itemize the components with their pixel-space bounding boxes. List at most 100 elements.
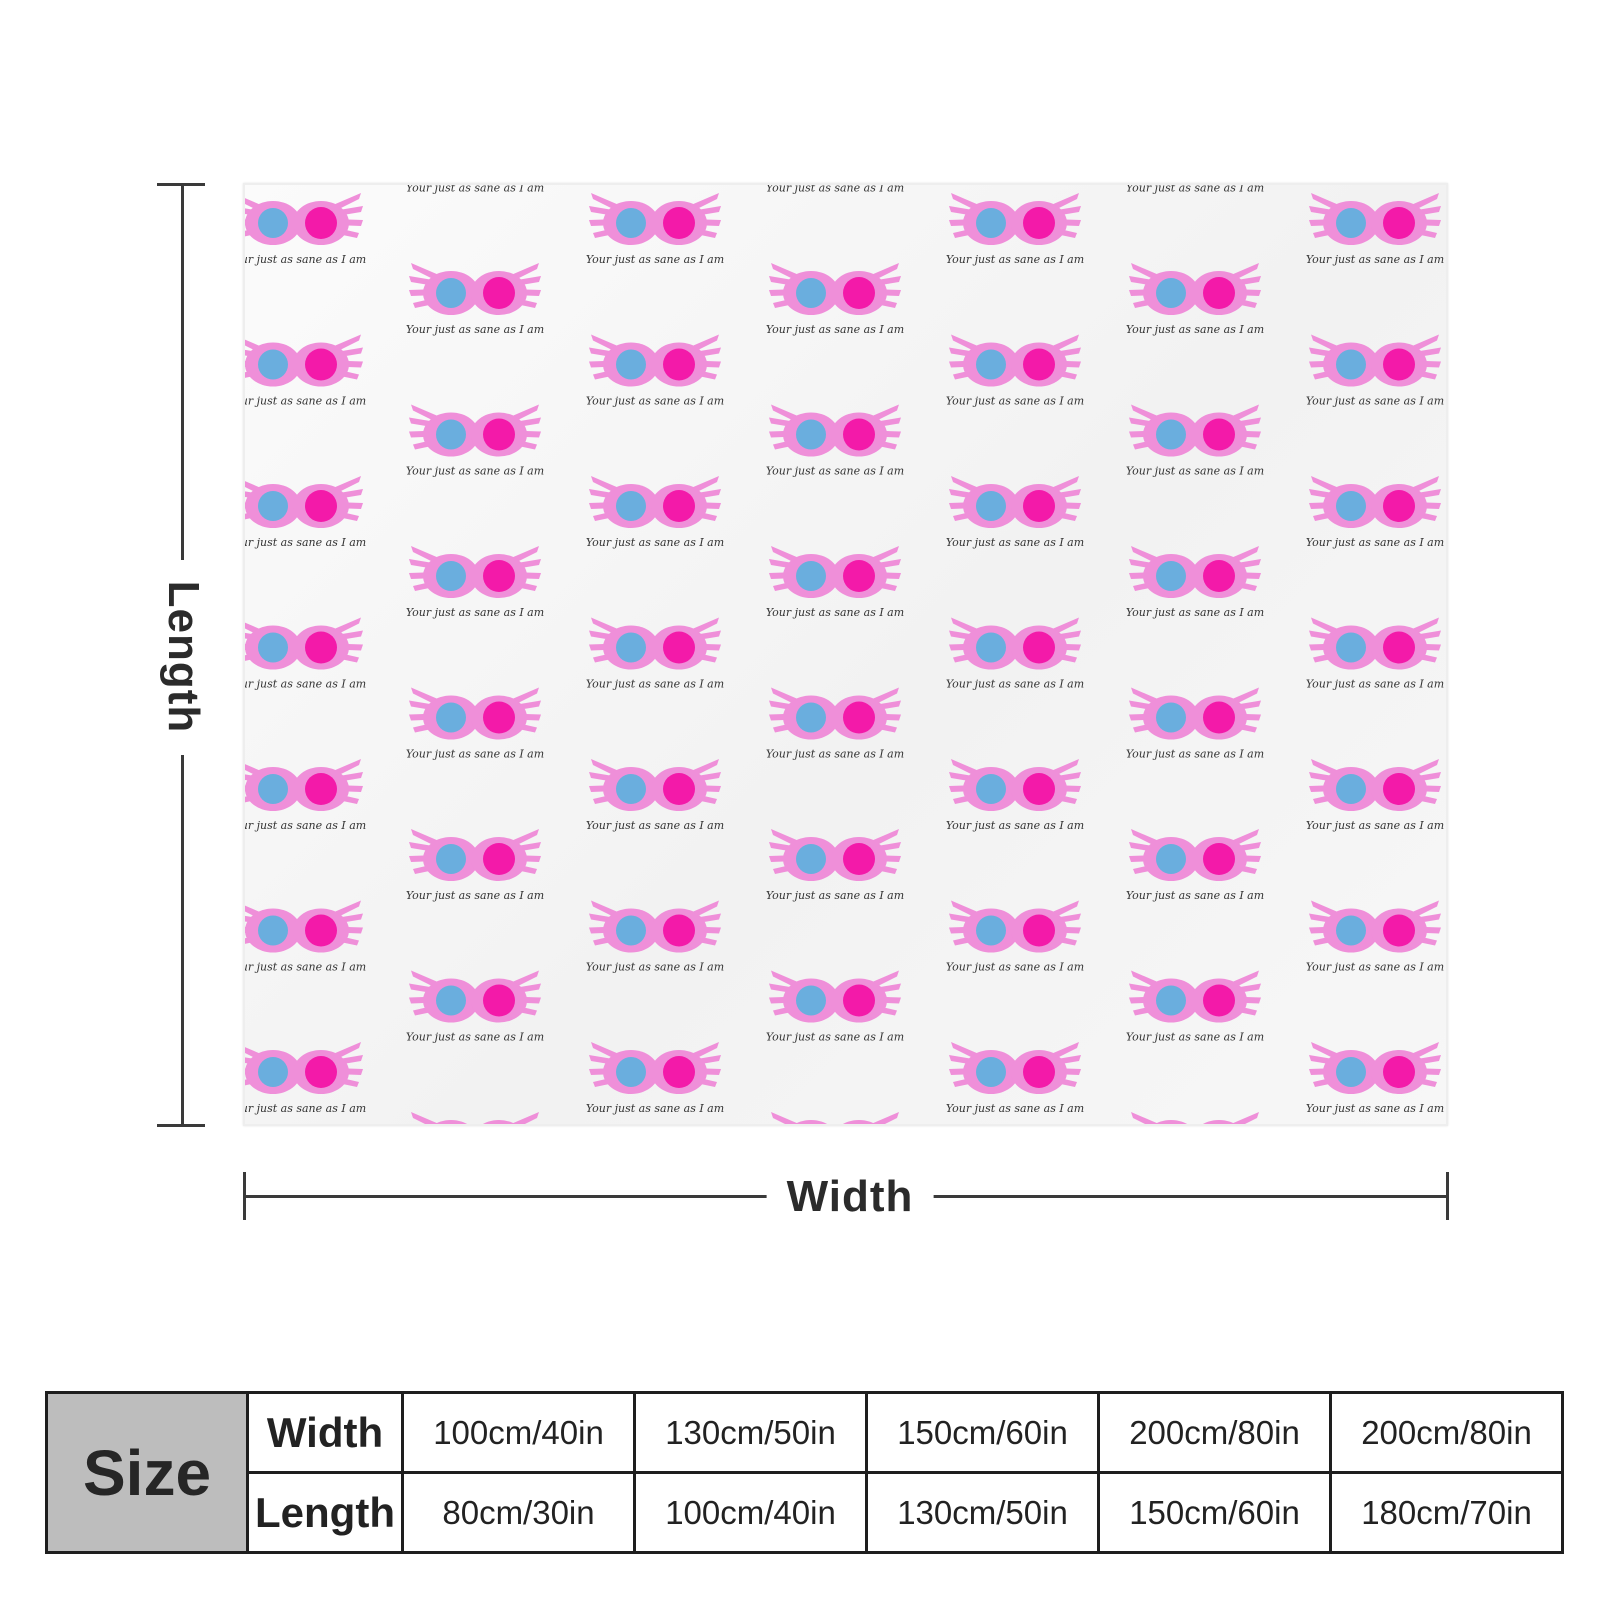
spectrespecs-glasses-icon [949, 900, 1081, 953]
spectrespecs-glasses-icon [769, 404, 901, 457]
spectrespecs-glasses-icon [245, 1042, 363, 1094]
spectrespecs-glasses-icon [949, 1042, 1081, 1094]
spectrespecs-glasses-icon [409, 263, 541, 315]
pattern-caption: Your just as sane as I am [946, 1102, 1084, 1115]
spectrespecs-glasses-icon [1129, 263, 1261, 315]
pattern-caption: Your just as sane as I am [245, 395, 366, 408]
width-value-cell: 130cm/50in [633, 1391, 868, 1474]
pattern-caption: Your just as sane as I am [766, 889, 904, 902]
pattern-caption: Your just as sane as I am [1306, 1102, 1444, 1115]
pattern-caption: Your just as sane as I am [946, 536, 1084, 549]
pattern-caption: Your just as sane as I am [1306, 536, 1444, 549]
pattern-caption: Your just as sane as I am [766, 323, 904, 336]
length-value-cell: 130cm/50in [865, 1471, 1100, 1554]
pattern-caption: Your just as sane as I am [586, 253, 724, 266]
spectrespecs-glasses-icon [245, 759, 363, 811]
pattern-caption: Your just as sane as I am [1306, 253, 1444, 266]
pattern-caption: Your just as sane as I am [1126, 606, 1264, 619]
pattern-caption: Your just as sane as I am [1306, 678, 1444, 691]
pattern-caption: Your just as sane as I am [1126, 185, 1264, 195]
spectrespecs-glasses-icon [409, 404, 541, 457]
pattern-caption: Your just as sane as I am [406, 606, 544, 619]
pattern-caption: Your just as sane as I am [766, 465, 904, 478]
pattern-caption: Your just as sane as I am [586, 1102, 724, 1115]
size-chart-table: Size Width 100cm/40in 130cm/50in 150cm/6… [45, 1391, 1564, 1554]
pattern-caption: Your just as sane as I am [586, 961, 724, 974]
spectrespecs-glasses-icon [949, 334, 1081, 387]
pattern-caption: Your just as sane as I am [1306, 819, 1444, 832]
pattern-caption: Your just as sane as I am [245, 678, 366, 691]
spectrespecs-glasses-icon [245, 334, 363, 387]
pattern-caption: Your just as sane as I am [766, 1031, 904, 1044]
pattern-caption: Your just as sane as I am [245, 1102, 366, 1115]
pattern-caption: Your just as sane as I am [766, 748, 904, 761]
pattern-caption: Your just as sane as I am [946, 819, 1084, 832]
pattern-caption: Your just as sane as I am [406, 185, 544, 195]
spectrespecs-glasses-icon [589, 759, 721, 811]
pattern-caption: Your just as sane as I am [1126, 1031, 1264, 1044]
spectrespecs-glasses-icon [589, 1042, 721, 1094]
spectrespecs-glasses-icon [1309, 617, 1441, 670]
spectrespecs-glasses-icon [1129, 687, 1261, 740]
pattern-caption: Your just as sane as I am [1126, 889, 1264, 902]
spectrespecs-glasses-icon [949, 193, 1081, 245]
spectrespecs-glasses-icon [409, 970, 541, 1023]
spectrespecs-glasses-icon [409, 687, 541, 740]
pattern-caption: Your just as sane as I am [586, 678, 724, 691]
spectrespecs-glasses-icon [949, 617, 1081, 670]
length-label: Length [159, 566, 208, 748]
pattern-caption: Your just as sane as I am [406, 889, 544, 902]
length-value-cell: 150cm/60in [1097, 1471, 1332, 1554]
spectrespecs-glasses-icon [589, 334, 721, 387]
pattern-caption: Your just as sane as I am [586, 819, 724, 832]
pattern-caption: Your just as sane as I am [766, 606, 904, 619]
width-value-cell: 150cm/60in [865, 1391, 1100, 1474]
spectrespecs-glasses-icon [1309, 1042, 1441, 1094]
spectrespecs-glasses-icon [409, 546, 541, 598]
spectrespecs-glasses-icon [589, 617, 721, 670]
length-dimension-bottom-cap [157, 1124, 205, 1127]
spectrespecs-glasses-icon [1129, 1112, 1261, 1124]
spectrespecs-glasses-icon [769, 546, 901, 598]
width-value-cell: 200cm/80in [1329, 1391, 1564, 1474]
pattern-caption: Your just as sane as I am [406, 465, 544, 478]
spectrespecs-glasses-icon [1309, 759, 1441, 811]
size-row-length: Length 80cm/30in 100cm/40in 130cm/50in 1… [47, 1471, 1564, 1554]
pattern-caption: Your just as sane as I am [1126, 323, 1264, 336]
pattern-caption: Your just as sane as I am [946, 395, 1084, 408]
pattern-caption: Your just as sane as I am [1126, 748, 1264, 761]
width-value-cell: 200cm/80in [1097, 1391, 1332, 1474]
blanket-image: Your just as sane as I am Your just as sa… [243, 183, 1448, 1126]
spectrespecs-glasses-icon [589, 476, 721, 528]
pattern-caption: Your just as sane as I am [406, 323, 544, 336]
spectrespecs-glasses-icon [1309, 334, 1441, 387]
length-dimension-line-upper [181, 183, 184, 560]
spectrespecs-glasses-icon [769, 970, 901, 1023]
length-value-cell: 80cm/30in [401, 1471, 636, 1554]
spectrespecs-glasses-icon [1309, 193, 1441, 245]
spectrespecs-glasses-icon [769, 829, 901, 881]
pattern-caption: Your just as sane as I am [245, 819, 366, 832]
glasses-pattern: Your just as sane as I am Your just as sa… [245, 185, 1444, 1124]
length-value-cell: 180cm/70in [1329, 1471, 1564, 1554]
pattern-caption: Your just as sane as I am [245, 961, 366, 974]
width-label: Width [766, 1175, 934, 1219]
pattern-caption: Your just as sane as I am [1306, 961, 1444, 974]
pattern-caption: Your just as sane as I am [946, 253, 1084, 266]
size-row-width: Size Width 100cm/40in 130cm/50in 150cm/6… [45, 1391, 1564, 1554]
size-header-cell: Size [45, 1391, 249, 1554]
spectrespecs-glasses-icon [409, 1112, 541, 1124]
pattern-caption: Your just as sane as I am [586, 536, 724, 549]
spectrespecs-glasses-icon [1309, 476, 1441, 528]
spectrespecs-glasses-icon [1129, 970, 1261, 1023]
spectrespecs-glasses-icon [769, 263, 901, 315]
length-value-cell: 100cm/40in [633, 1471, 868, 1554]
spectrespecs-glasses-icon [949, 759, 1081, 811]
pattern-caption: Your just as sane as I am [766, 185, 904, 195]
pattern-caption: Your just as sane as I am [586, 395, 724, 408]
pattern-caption: Your just as sane as I am [245, 253, 366, 266]
spectrespecs-glasses-icon [769, 1112, 901, 1124]
pattern-caption: Your just as sane as I am [1126, 465, 1264, 478]
spectrespecs-glasses-icon [589, 193, 721, 245]
spectrespecs-glasses-icon [1129, 404, 1261, 457]
